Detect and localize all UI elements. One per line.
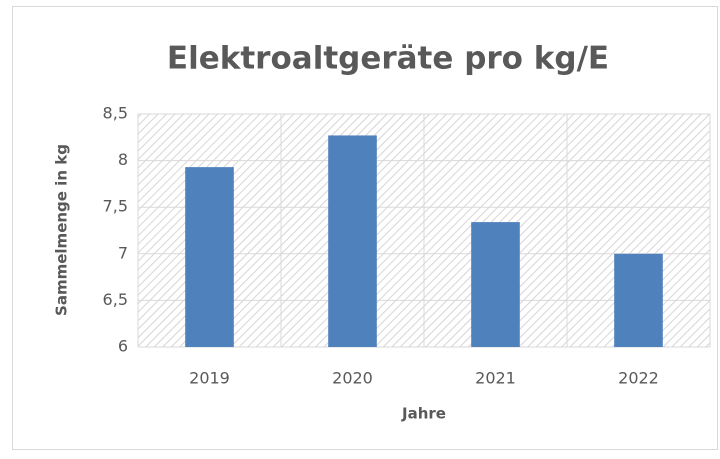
y-tick-label: 7 (118, 243, 128, 262)
bar (471, 222, 520, 347)
y-tick-label: 6 (118, 337, 128, 356)
y-tick-label: 7,5 (103, 197, 128, 216)
bar (614, 253, 663, 347)
x-tick-label: 2021 (475, 369, 516, 388)
y-tick-label: 8,5 (103, 104, 128, 123)
y-axis-label: Sammelmenge in kg (53, 144, 71, 316)
y-tick-label: 6,5 (103, 290, 128, 309)
x-tick-label: 2019 (189, 369, 230, 388)
x-tick-label: 2022 (618, 369, 659, 388)
y-tick-label: 8 (118, 150, 128, 169)
x-axis-label: Jahre (401, 405, 446, 423)
chart-title: Elektroaltgeräte pro kg/E (167, 41, 609, 77)
x-tick-label: 2020 (332, 369, 373, 388)
bar (328, 135, 377, 347)
bar (185, 167, 234, 347)
